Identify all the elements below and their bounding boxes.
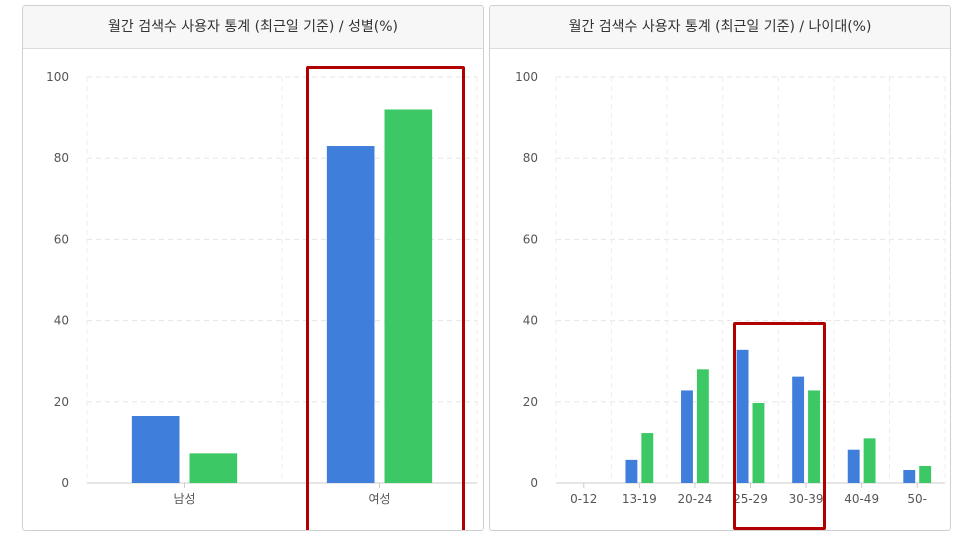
x-tick-label: 남성 (173, 492, 195, 506)
age-chart: 0 20 40 60 80 100 0-12 13-19 20-24 25-29 30-39 40-4… (515, 70, 946, 506)
y-tick-label: 60 (523, 232, 538, 246)
y-tick-label: 0 (530, 476, 538, 490)
bar-25-29-series-1 (736, 349, 749, 483)
y-tick-label: 40 (523, 314, 538, 328)
bar-40-49-series-2 (863, 438, 876, 483)
bar-30-39-series-2 (808, 390, 820, 483)
bar-남성-series-2 (189, 453, 238, 483)
x-tick-label: 13-19 (622, 492, 657, 506)
bar-20-24-series-1 (681, 390, 693, 483)
bar-여성-series-1 (326, 146, 375, 483)
bar-13-19-series-2 (641, 433, 654, 483)
x-tick-label: 40-49 (844, 492, 879, 506)
bar-50--series-2 (919, 465, 932, 483)
x-tick-label: 25-29 (733, 492, 768, 506)
y-tick-label: 20 (523, 395, 538, 409)
y-tick-label: 60 (54, 232, 69, 246)
x-tick-label: 50- (907, 492, 927, 506)
bar-남성-series-1 (131, 416, 180, 483)
age-chart-panel: 월간 검색수 사용자 통계 (최근일 기준) / 나이대(%) 0 20 40 60 8… (489, 5, 951, 531)
bar-20-24-series-2 (696, 369, 709, 483)
y-tick-label: 20 (54, 395, 69, 409)
y-tick-label: 100 (515, 70, 538, 84)
bar-25-29-series-2 (752, 403, 765, 483)
bar-30-39-series-1 (792, 376, 805, 483)
x-tick-label: 20-24 (677, 492, 712, 506)
y-tick-label: 0 (61, 476, 69, 490)
x-tick-label: 여성 (368, 492, 390, 506)
x-tick-label: 30-39 (789, 492, 824, 506)
bar-50--series-1 (903, 470, 916, 483)
y-tick-label: 100 (46, 70, 69, 84)
bar-13-19-series-1 (625, 459, 638, 483)
y-tick-label: 80 (523, 151, 538, 165)
y-tick-label: 80 (54, 151, 69, 165)
age-chart-title: 월간 검색수 사용자 통계 (최근일 기준) / 나이대(%) (490, 6, 950, 49)
gender-chart-panel: 월간 검색수 사용자 통계 (최근일 기준) / 성별(%) 0 20 40 60 80… (22, 5, 484, 531)
gender-chart: 0 20 40 60 80 100 남성 여성 (46, 70, 478, 506)
bar-여성-series-2 (384, 109, 433, 483)
y-tick-label: 40 (54, 314, 69, 328)
gender-chart-title: 월간 검색수 사용자 통계 (최근일 기준) / 성별(%) (23, 6, 483, 49)
bar-40-49-series-1 (847, 449, 860, 483)
x-tick-label: 0-12 (570, 492, 597, 506)
